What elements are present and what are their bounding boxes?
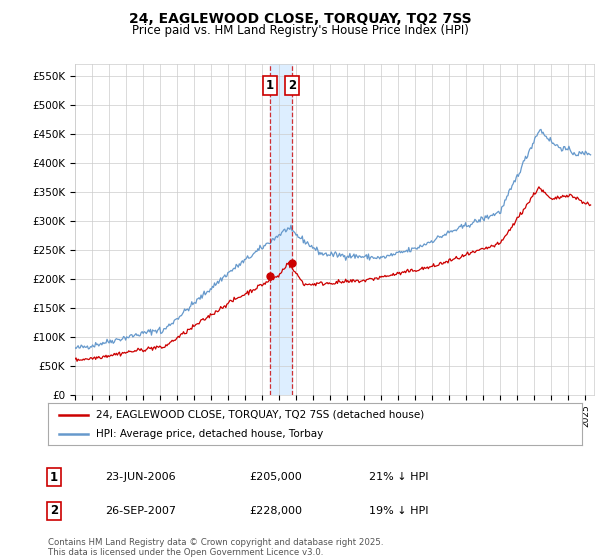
Text: 19% ↓ HPI: 19% ↓ HPI — [369, 506, 428, 516]
Text: 2: 2 — [50, 504, 58, 517]
Text: 2: 2 — [287, 80, 296, 92]
Text: 23-JUN-2006: 23-JUN-2006 — [105, 472, 176, 482]
Text: 24, EAGLEWOOD CLOSE, TORQUAY, TQ2 7SS: 24, EAGLEWOOD CLOSE, TORQUAY, TQ2 7SS — [128, 12, 472, 26]
Bar — [270, 64, 292, 395]
Text: 26-SEP-2007: 26-SEP-2007 — [105, 506, 176, 516]
Text: £205,000: £205,000 — [249, 472, 302, 482]
Text: Price paid vs. HM Land Registry's House Price Index (HPI): Price paid vs. HM Land Registry's House … — [131, 24, 469, 36]
Text: 1: 1 — [266, 80, 274, 92]
Text: 21% ↓ HPI: 21% ↓ HPI — [369, 472, 428, 482]
Text: HPI: Average price, detached house, Torbay: HPI: Average price, detached house, Torb… — [96, 429, 323, 439]
Text: Contains HM Land Registry data © Crown copyright and database right 2025.
This d: Contains HM Land Registry data © Crown c… — [48, 538, 383, 557]
Text: 1: 1 — [50, 470, 58, 484]
Text: 24, EAGLEWOOD CLOSE, TORQUAY, TQ2 7SS (detached house): 24, EAGLEWOOD CLOSE, TORQUAY, TQ2 7SS (d… — [96, 409, 424, 419]
Text: £228,000: £228,000 — [249, 506, 302, 516]
